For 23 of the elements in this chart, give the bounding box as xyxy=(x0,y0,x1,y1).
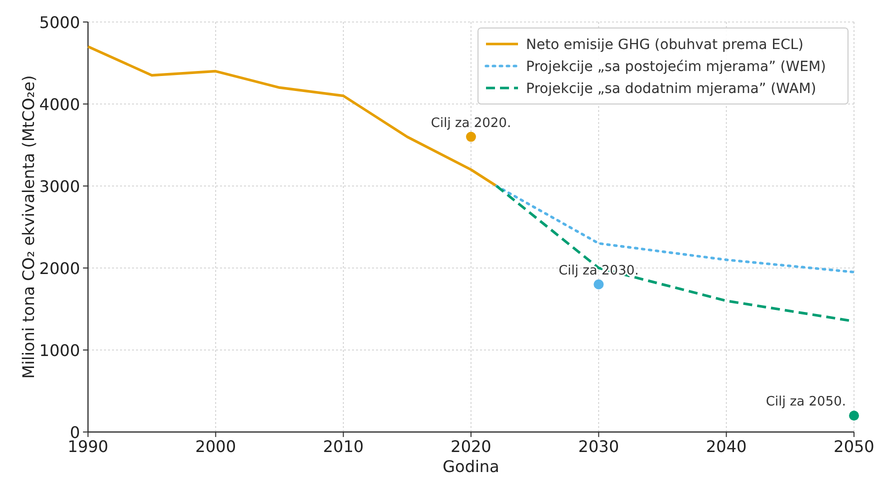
x-tick-label: 2040 xyxy=(706,437,747,456)
point xyxy=(594,279,604,290)
x-tick-label: 2000 xyxy=(195,437,236,456)
y-tick-label: 3000 xyxy=(39,177,80,196)
y-axis-title: Milioni tona CO₂ ekvivalenta (MtCO₂e) xyxy=(19,75,38,379)
annotation: Cilj za 2050. xyxy=(766,394,846,410)
x-tick-label: 1990 xyxy=(68,437,108,456)
x-axis-title: Godina xyxy=(442,457,500,476)
point xyxy=(849,410,859,421)
y-tick-label: 1000 xyxy=(39,341,80,360)
y-tick-label: 2000 xyxy=(39,259,80,278)
legend-label: Projekcije „sa postojećim mjerama” (WEM) xyxy=(526,59,826,75)
x-tick-label: 2020 xyxy=(450,437,492,456)
y-tick-label: 4000 xyxy=(39,95,80,114)
annotation: Cilj za 2020. xyxy=(430,116,512,131)
y-tick-label: 5000 xyxy=(39,13,80,32)
line-series xyxy=(495,184,856,323)
x-tick-label: 2010 xyxy=(322,437,364,456)
x-tick-label: 2050 xyxy=(834,437,874,456)
point xyxy=(466,132,476,142)
x-tick-label: 2030 xyxy=(578,437,620,456)
legend-label: Neto emisije GHG (obuhvat prema ECL) xyxy=(526,37,804,53)
legend-label: Projekcije „sa dodatnim mjerama” (WAM) xyxy=(526,81,816,97)
